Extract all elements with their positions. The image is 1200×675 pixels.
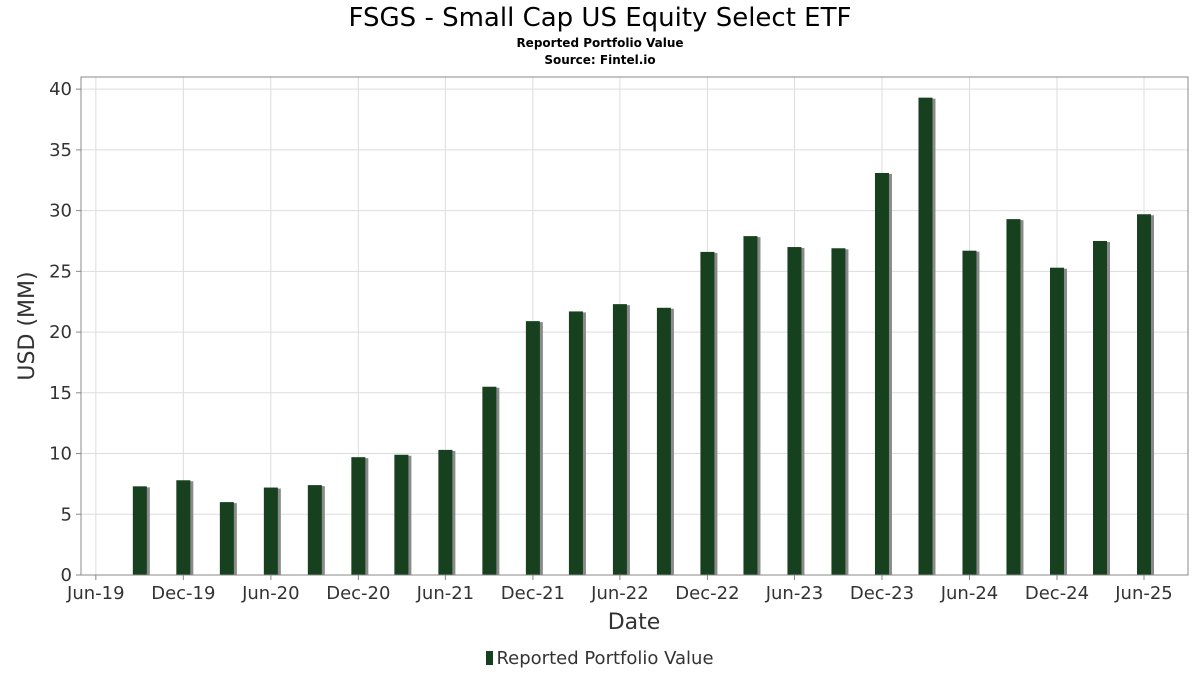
bar bbox=[1093, 240, 1108, 575]
bar bbox=[743, 236, 758, 576]
bar bbox=[525, 321, 540, 575]
x-tick-label: Jun-24 bbox=[940, 583, 999, 604]
y-tick-label: 20 bbox=[49, 322, 72, 343]
y-tick-label: 5 bbox=[61, 504, 72, 525]
bar bbox=[394, 454, 409, 575]
chart-title: FSGS - Small Cap US Equity Select ETF bbox=[348, 3, 852, 33]
bars bbox=[132, 97, 1155, 576]
bar bbox=[219, 502, 234, 575]
legend: Reported Portfolio Value bbox=[0, 647, 1200, 671]
bar bbox=[962, 250, 977, 575]
legend-label: Reported Portfolio Value bbox=[496, 648, 714, 669]
x-tick-label: Dec-19 bbox=[151, 583, 215, 604]
y-tick-label: 25 bbox=[49, 261, 72, 282]
bar bbox=[132, 486, 147, 575]
x-tick-label: Dec-23 bbox=[850, 583, 914, 604]
chart-subtitle: Reported Portfolio Value bbox=[516, 36, 684, 50]
bar bbox=[918, 97, 933, 576]
bar bbox=[787, 247, 802, 576]
bar bbox=[1137, 214, 1152, 575]
x-tick-label: Jun-19 bbox=[66, 583, 125, 604]
y-tick-label: 0 bbox=[61, 565, 72, 586]
x-tick-label: Jun-23 bbox=[765, 583, 824, 604]
x-tick-label: Dec-20 bbox=[326, 583, 390, 604]
y-tick-label: 40 bbox=[49, 79, 72, 100]
bar bbox=[612, 304, 627, 575]
legend-swatch bbox=[486, 651, 494, 665]
bar bbox=[1006, 219, 1021, 576]
y-tick-label: 15 bbox=[49, 383, 72, 404]
x-tick-label: Jun-21 bbox=[416, 583, 475, 604]
axes: 0 5 10 15 20 25 30 35 40 Jun-19 Dec-19 Jun-20 Dec-20… bbox=[49, 76, 1189, 604]
bar bbox=[438, 449, 453, 575]
plot-border bbox=[80, 76, 1189, 576]
bar bbox=[874, 172, 889, 575]
bar bbox=[351, 457, 366, 575]
bar bbox=[482, 386, 497, 575]
bar bbox=[700, 251, 715, 575]
x-tick-label: Dec-21 bbox=[501, 583, 565, 604]
x-tick-label: Jun-20 bbox=[241, 583, 300, 604]
chart-source: Source: Fintel.io bbox=[544, 53, 656, 67]
y-tick-label: 10 bbox=[49, 444, 72, 465]
bar bbox=[263, 487, 278, 575]
y-tick-label: 35 bbox=[49, 140, 72, 161]
x-tick-label: Jun-25 bbox=[1114, 583, 1173, 604]
y-tick-label: 30 bbox=[49, 201, 72, 222]
bar bbox=[568, 311, 583, 575]
x-axis-label: Date bbox=[608, 610, 661, 635]
x-tick-label: Dec-24 bbox=[1025, 583, 1089, 604]
x-tick-label: Dec-22 bbox=[675, 583, 739, 604]
y-axis-label: USD (MM) bbox=[15, 271, 40, 380]
bar bbox=[1049, 267, 1064, 575]
bar bbox=[831, 248, 846, 575]
bar bbox=[176, 480, 191, 575]
bar bbox=[656, 307, 671, 575]
bar bbox=[307, 485, 322, 575]
x-tick-label: Jun-22 bbox=[590, 583, 649, 604]
